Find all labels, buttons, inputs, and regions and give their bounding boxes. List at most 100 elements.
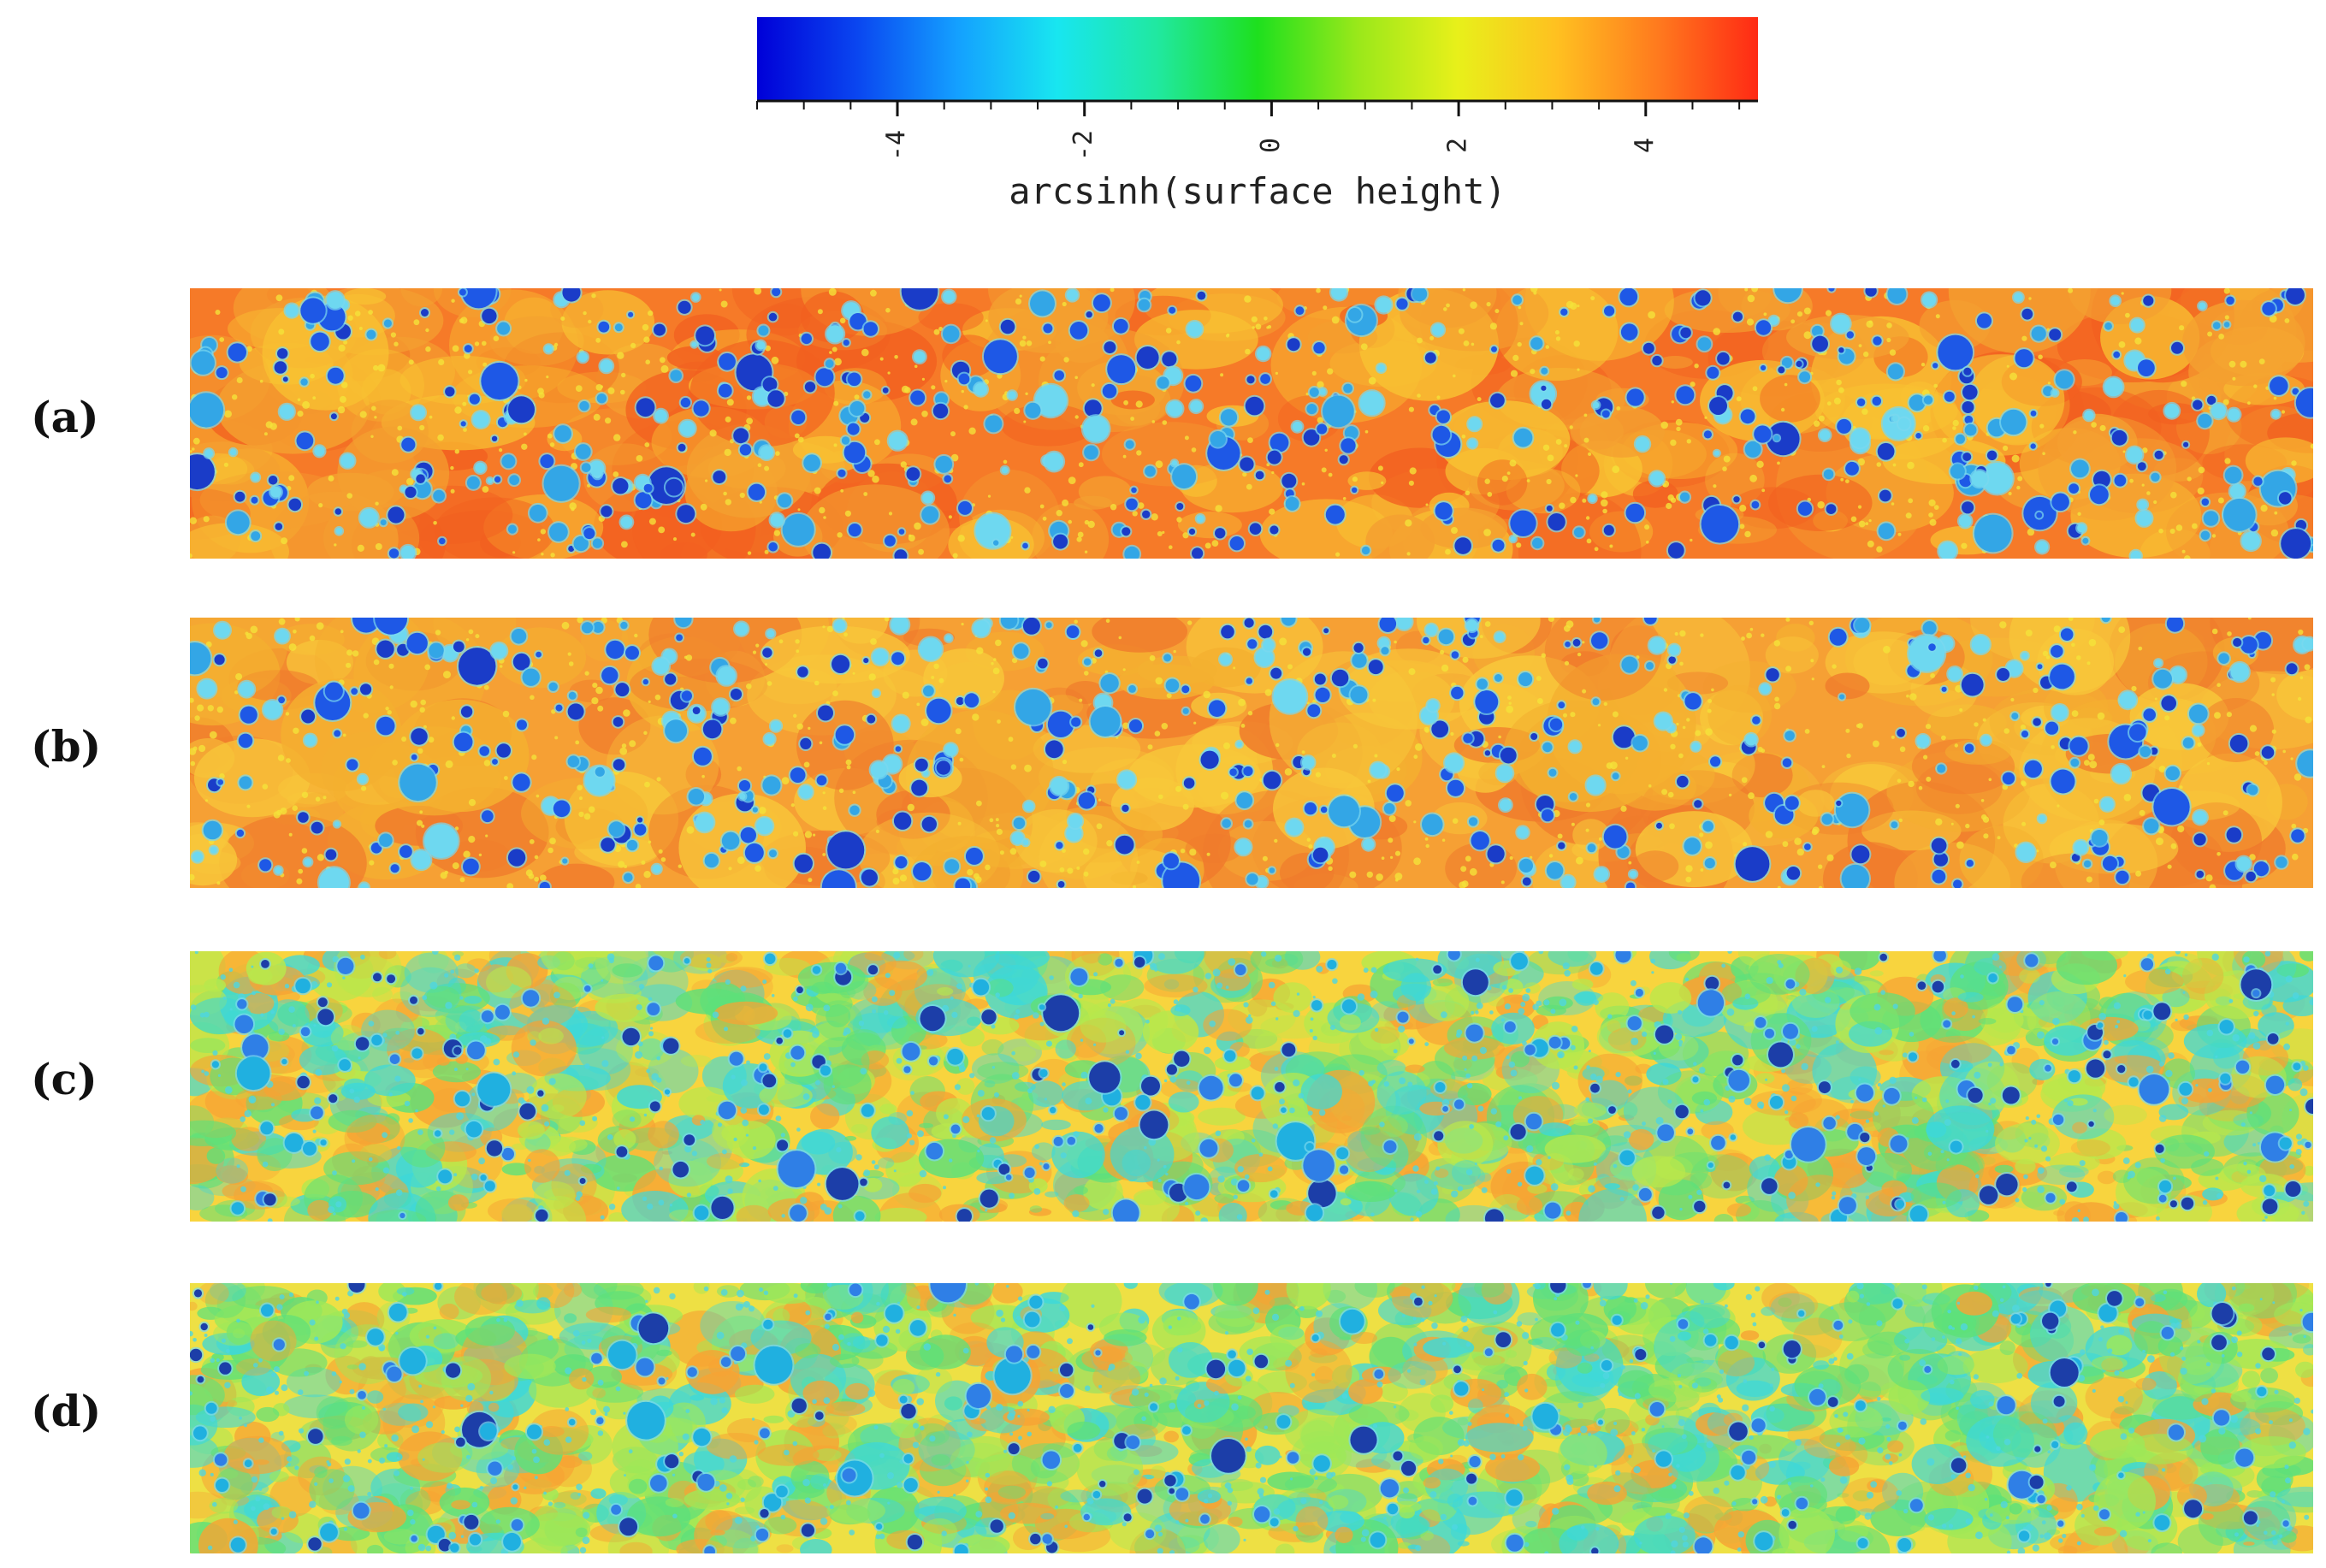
surface-grain	[1301, 750, 1305, 754]
surface-grain	[1110, 504, 1117, 511]
surface-pit	[1236, 792, 1253, 809]
surface-grain	[957, 535, 965, 542]
surface-patch	[2288, 1078, 2303, 1092]
surface-pit	[496, 743, 511, 758]
surface-pit	[2082, 537, 2089, 544]
surface-grain	[454, 406, 462, 414]
surface-grain	[190, 873, 195, 881]
surface-pit	[893, 812, 912, 830]
surface-grain	[1845, 479, 1850, 483]
surface-pit	[693, 747, 712, 766]
surface-pit	[2211, 404, 2226, 419]
surface-grain	[2211, 628, 2218, 635]
surface-pit	[1838, 347, 1844, 353]
surface-grain	[1810, 659, 1814, 663]
surface-pit	[298, 812, 309, 823]
surface-grain	[2181, 549, 2186, 553]
surface-pit	[517, 719, 527, 731]
surface-patch	[2158, 1104, 2189, 1121]
surface-pit	[2286, 288, 2305, 305]
surface-grain	[2097, 712, 2105, 720]
surface-pit	[1569, 793, 1577, 801]
surface-pit	[620, 621, 628, 630]
surface-pit	[1471, 831, 1489, 850]
surface-grain	[1921, 363, 1926, 367]
surface-patch	[1700, 359, 1825, 442]
surface-pit	[1361, 546, 1370, 555]
surface-pit	[1323, 628, 1329, 634]
surface-grain	[298, 868, 304, 874]
surface-grain	[1024, 487, 1031, 494]
surface-patch	[1710, 1152, 1759, 1192]
surface-pit	[1569, 741, 1581, 753]
surface-pit	[936, 760, 951, 775]
surface-grain	[828, 288, 837, 296]
surface-grain	[686, 825, 695, 834]
surface-grain	[1761, 748, 1766, 753]
surface-grain	[996, 824, 1000, 828]
surface-grain	[2247, 401, 2251, 405]
surface-grain	[592, 683, 598, 689]
surface-patch	[1731, 753, 1793, 798]
surface-pit	[764, 733, 775, 745]
surface-grain	[1547, 454, 1554, 462]
surface-pit	[584, 766, 614, 796]
surface-pit	[1732, 311, 1743, 322]
surface-grain	[506, 883, 514, 888]
surface-grain	[1425, 503, 1429, 506]
surface-grain	[1246, 483, 1252, 490]
surface-pit	[2104, 377, 2123, 397]
surface-pit	[1319, 388, 1326, 395]
surface-patch	[789, 1018, 816, 1031]
surface-grain	[1083, 871, 1089, 877]
surface-pit	[1352, 653, 1367, 668]
colorbar-tick-label: -4	[882, 130, 912, 161]
surface-grain	[205, 641, 212, 648]
surface-grain	[451, 299, 455, 303]
surface-grain	[2021, 335, 2027, 341]
surface-grain	[833, 443, 837, 447]
surface-grain	[833, 400, 839, 406]
surface-pit	[1447, 779, 1465, 796]
surface-pit	[688, 789, 705, 805]
surface-pit	[738, 780, 751, 792]
surface-grain	[1364, 429, 1369, 434]
surface-grain	[352, 650, 359, 657]
surface-pit	[1436, 410, 1451, 423]
surface-pit	[681, 690, 693, 701]
surface-grain	[1157, 531, 1163, 536]
surface-grain	[357, 544, 364, 552]
surface-pit	[2295, 388, 2313, 417]
surface-grain	[1264, 689, 1272, 696]
surface-grain	[1530, 369, 1536, 375]
surface-pit	[359, 508, 378, 527]
surface-pit	[1022, 618, 1040, 635]
surface-pit	[577, 352, 588, 363]
surface-pit	[1667, 542, 1684, 559]
surface-grain	[2227, 631, 2232, 636]
surface-grain	[1825, 310, 1832, 317]
surface-grain	[843, 632, 848, 637]
surface-pit	[680, 397, 691, 408]
surface-pit	[1510, 510, 1536, 536]
surface-pit	[1422, 814, 1443, 836]
surface-pit	[2196, 870, 2205, 879]
surface-pit	[652, 864, 661, 873]
surface-grain	[417, 748, 423, 754]
surface-grain	[916, 702, 920, 707]
surface-pit	[390, 864, 400, 873]
surface-pit	[601, 506, 613, 518]
surface-grain	[643, 871, 651, 879]
surface-pit	[958, 500, 972, 515]
surface-grain	[1909, 693, 1917, 701]
surface-pit	[567, 703, 584, 720]
surface-pit	[1962, 501, 1974, 514]
surface-pit	[2104, 322, 2113, 330]
surface-grain	[1062, 760, 1068, 765]
surface-grain	[450, 465, 454, 470]
surface-pit	[2182, 737, 2194, 748]
surface-pit	[2171, 341, 2183, 354]
surface-pit	[1240, 457, 1254, 471]
surface-pit	[592, 621, 604, 633]
surface-grain	[2222, 810, 2228, 816]
